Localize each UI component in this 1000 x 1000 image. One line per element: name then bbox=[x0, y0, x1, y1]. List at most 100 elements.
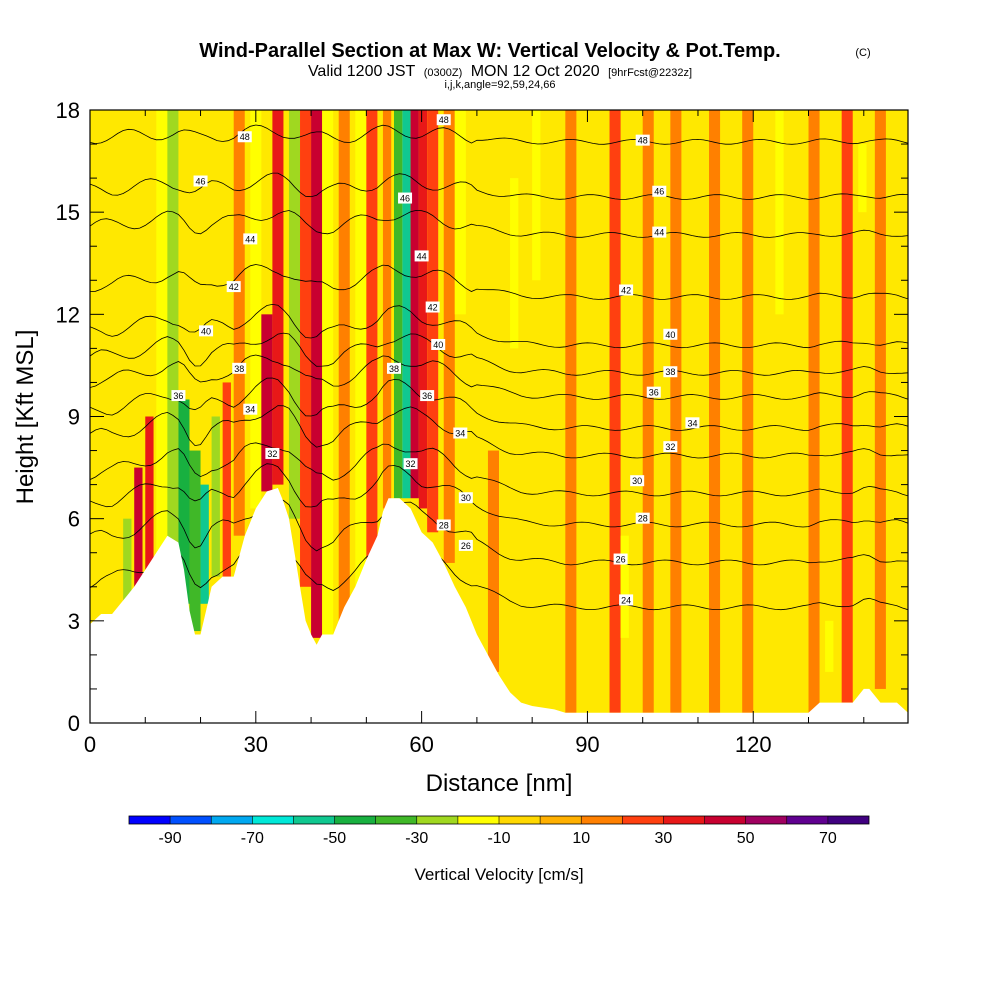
colorbar-swatch bbox=[663, 816, 705, 824]
y-tick-label: 18 bbox=[56, 98, 80, 123]
contour-label-text: 24 bbox=[621, 595, 631, 605]
w-cell bbox=[825, 620, 834, 672]
contour-label-text: 28 bbox=[439, 520, 449, 530]
colorbar-tick-label: -90 bbox=[159, 830, 182, 847]
w-cell bbox=[167, 110, 179, 553]
contour-label: 48 bbox=[436, 114, 451, 126]
w-cell bbox=[742, 110, 754, 713]
colorbar-tick-label: 10 bbox=[572, 830, 590, 847]
colorbar-swatch bbox=[540, 816, 582, 824]
isentrope-line bbox=[90, 463, 908, 528]
contour-label: 46 bbox=[193, 175, 208, 187]
contour-label: 40 bbox=[663, 328, 678, 340]
contour-label-text: 44 bbox=[245, 234, 255, 244]
contour-label: 32 bbox=[265, 447, 280, 459]
colorbar-swatch bbox=[252, 816, 294, 824]
w-cell bbox=[858, 144, 867, 213]
colorbar-swatch bbox=[786, 816, 828, 824]
contour-label-text: 36 bbox=[649, 388, 659, 398]
contour-label-background bbox=[403, 458, 418, 470]
colorbar-tick-label: 50 bbox=[737, 830, 755, 847]
colorbar-swatch bbox=[581, 816, 623, 824]
colorbar-tick-label: 30 bbox=[655, 830, 673, 847]
contour-label-background bbox=[243, 233, 258, 245]
colorbar-title: Vertical Velocity [cm/s] bbox=[414, 865, 583, 884]
isentrope-line bbox=[90, 498, 908, 566]
contour-label: 34 bbox=[243, 403, 258, 415]
y-tick-label: 12 bbox=[56, 302, 80, 327]
contour-label: 40 bbox=[431, 338, 446, 350]
colorbar-tick-label: -70 bbox=[241, 830, 264, 847]
plot-area: 48 48 48 46 46 46 44 44 44 42 42 42 40 40 40 38 38 38 36 36… bbox=[90, 110, 908, 723]
contour-label-text: 46 bbox=[654, 187, 664, 197]
contour-label-background bbox=[171, 390, 186, 402]
contour-label-text: 42 bbox=[229, 282, 239, 292]
y-tick-label: 9 bbox=[68, 405, 80, 430]
contour-label-text: 42 bbox=[428, 303, 438, 313]
colorbar-tick-label: 70 bbox=[819, 830, 837, 847]
contour-label-text: 48 bbox=[439, 115, 449, 125]
contour-label-text: 46 bbox=[400, 194, 410, 204]
contour-label-background bbox=[436, 114, 451, 126]
contour-label-background bbox=[635, 512, 650, 524]
colorbar-swatch bbox=[499, 816, 541, 824]
colorbar-tick-label: -50 bbox=[323, 830, 346, 847]
w-cell bbox=[709, 110, 721, 713]
chart-subtitle: Valid 1200 JST (0300Z) MON 12 Oct 2020 [… bbox=[308, 63, 692, 80]
isentrope-line bbox=[90, 172, 908, 200]
isentrope-line bbox=[90, 405, 908, 459]
contour-label-background bbox=[619, 284, 634, 296]
w-cell bbox=[382, 110, 392, 509]
contour-label-text: 46 bbox=[196, 177, 206, 187]
colorbar-swatch bbox=[745, 816, 787, 824]
contour-label-background bbox=[458, 492, 473, 504]
contour-label-text: 40 bbox=[665, 330, 675, 340]
contour-label: 46 bbox=[652, 185, 667, 197]
w-cell bbox=[189, 450, 201, 632]
contour-label-text: 32 bbox=[267, 449, 277, 459]
colorbar-tick-label: -30 bbox=[405, 830, 428, 847]
w-cell bbox=[874, 110, 886, 689]
w-cell bbox=[233, 110, 245, 536]
w-cell bbox=[808, 110, 820, 713]
contour-label: 36 bbox=[420, 390, 435, 402]
contour-label-background bbox=[199, 325, 214, 337]
contour-label-text: 36 bbox=[422, 391, 432, 401]
contour-label-background bbox=[232, 362, 247, 374]
contour-label-text: 32 bbox=[665, 442, 675, 452]
colorbar-swatch bbox=[457, 816, 499, 824]
contour-label-text: 48 bbox=[240, 132, 250, 142]
contour-label: 42 bbox=[425, 301, 440, 313]
contour-label-background bbox=[420, 390, 435, 402]
contour-label-background bbox=[453, 427, 468, 439]
contour-label: 38 bbox=[232, 362, 247, 374]
contour-label: 28 bbox=[635, 512, 650, 524]
subtitle-valid-time: Valid 1200 JST bbox=[308, 63, 416, 80]
contour-label: 46 bbox=[398, 192, 413, 204]
w-cell bbox=[355, 110, 367, 587]
colorbar-swatch bbox=[170, 816, 212, 824]
contour-labels: 48 48 48 46 46 46 44 44 44 42 42 42 40 40 40 38 38 38 36 36… bbox=[171, 114, 700, 606]
w-cell bbox=[288, 110, 301, 519]
contour-label: 36 bbox=[646, 386, 661, 398]
contour-label-background bbox=[646, 386, 661, 398]
colorbar-swatch bbox=[827, 816, 869, 824]
y-axis-title: Height [Kft MSL] bbox=[12, 330, 39, 505]
w-cell bbox=[134, 467, 143, 587]
colorbar-tick-label: -10 bbox=[487, 830, 510, 847]
contour-label-text: 28 bbox=[638, 514, 648, 524]
colorbar-swatch bbox=[129, 816, 171, 824]
w-cell bbox=[272, 110, 284, 485]
contour-label-text: 30 bbox=[461, 493, 471, 503]
contour-label-background bbox=[663, 441, 678, 453]
isentrope-line bbox=[90, 209, 908, 238]
w-cell bbox=[300, 110, 312, 587]
chart-subtitle-indices: i,j,k,angle=92,59,24,66 bbox=[444, 79, 555, 91]
contour-label: 40 bbox=[199, 325, 214, 337]
w-cell bbox=[222, 382, 231, 577]
contour-label: 42 bbox=[619, 284, 634, 296]
w-cell bbox=[418, 110, 428, 509]
contour-label: 34 bbox=[453, 427, 468, 439]
